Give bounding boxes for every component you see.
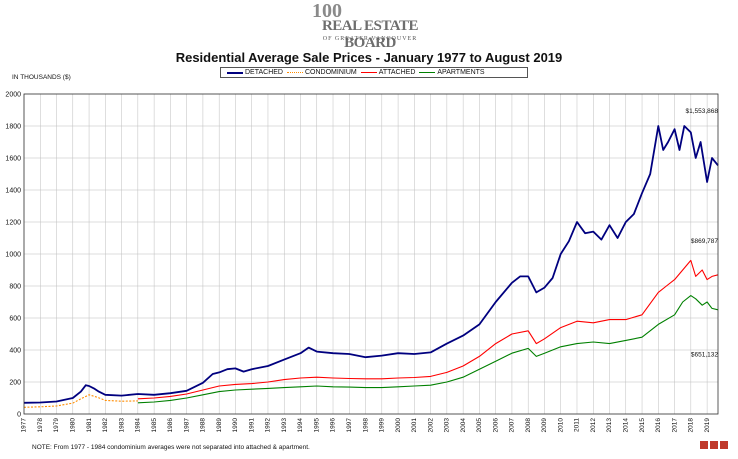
home-icon <box>710 441 718 449</box>
x-tick-label: 1996 <box>330 418 337 433</box>
x-tick-label: 1995 <box>313 418 320 433</box>
legend: DETACHED CONDOMINIUM ATTACHED APARTMENTS <box>220 67 528 78</box>
y-tick-label: 2000 <box>5 92 21 99</box>
plot-frame <box>23 93 719 415</box>
y-tick-label: 1000 <box>5 252 21 259</box>
y-tick-label: 1600 <box>5 156 21 163</box>
legend-swatch <box>286 72 303 73</box>
x-tick-label: 2014 <box>622 418 629 433</box>
x-tick-label: 2000 <box>395 418 402 433</box>
x-tick-label: 1977 <box>21 418 28 433</box>
x-tick-label: 1989 <box>216 418 223 433</box>
x-tick-label: 1980 <box>70 418 77 433</box>
x-tick-label: 1988 <box>200 418 207 433</box>
footer-icons <box>700 441 728 449</box>
x-tick-label: 2017 <box>671 418 678 433</box>
series-detached <box>23 125 719 404</box>
legend-item-attached: ATTACHED <box>360 67 416 78</box>
series-layer <box>23 125 719 408</box>
legend-item-condominium: CONDOMINIUM <box>286 67 357 78</box>
x-tick-label: 2010 <box>557 418 564 433</box>
x-tick-label: 2002 <box>427 418 434 433</box>
y-tick-label: 800 <box>9 284 21 291</box>
legend-swatch <box>227 71 243 74</box>
x-tick-label: 1979 <box>53 418 60 433</box>
legend-label: APARTMENTS <box>437 69 485 76</box>
legend-item-apartments: APARTMENTS <box>419 67 485 78</box>
home-icon <box>700 441 708 449</box>
x-tick-label: 2008 <box>525 418 532 433</box>
x-tick-label: 1997 <box>346 418 353 433</box>
y-tick-label: 400 <box>9 348 21 355</box>
x-tick-label: 1981 <box>86 418 93 433</box>
x-tick-label: 2016 <box>655 418 662 433</box>
x-tick-label: 2015 <box>639 418 646 433</box>
series-apartments <box>137 295 719 404</box>
x-tick-label: 2003 <box>444 418 451 433</box>
x-tick-label: 1992 <box>265 418 272 433</box>
x-tick-label: 1987 <box>183 418 190 433</box>
y-axis-ticks: 0 200 400 600 800 1000 1200 1400 1600 1800 2000 <box>5 92 21 419</box>
x-tick-label: 2001 <box>411 418 418 433</box>
legend-swatch <box>360 72 377 73</box>
x-tick-label: 2018 <box>688 418 695 433</box>
x-tick-label: 2013 <box>606 418 613 433</box>
footnote: NOTE: From 1977 - 1984 condominium avera… <box>32 444 310 451</box>
price-annotation: $1,553,868 <box>685 108 718 115</box>
x-tick-label: 2011 <box>574 418 581 432</box>
grid-lines <box>23 93 718 415</box>
series-condominium <box>23 394 138 408</box>
x-tick-label: 2009 <box>541 418 548 433</box>
logo-name: REAL ESTATE BOARD <box>321 18 419 51</box>
x-tick-label: 2005 <box>476 418 483 433</box>
y-axis-label: IN THOUSANDS ($) <box>12 74 71 81</box>
logo-subtitle: OF GREATER VANCOUVER <box>322 36 418 42</box>
x-tick-label: 2006 <box>492 418 499 433</box>
x-tick-label: 1978 <box>37 418 44 433</box>
x-tick-label: 1984 <box>135 418 142 433</box>
x-tick-label: 2004 <box>460 418 467 433</box>
legend-item-detached: DETACHED <box>227 67 283 78</box>
y-tick-label: 1800 <box>5 124 21 131</box>
legend-label: ATTACHED <box>378 69 416 76</box>
x-tick-label: 1998 <box>362 418 369 433</box>
legend-swatch <box>419 72 436 73</box>
x-tick-label: 1986 <box>167 418 174 433</box>
x-tick-label: 1982 <box>102 418 109 433</box>
y-tick-label: 0 <box>17 412 21 419</box>
x-tick-label: 2019 <box>704 418 711 433</box>
y-tick-label: 1400 <box>5 188 21 195</box>
x-tick-label: 2007 <box>509 418 516 433</box>
price-annotation: $651,132 <box>691 351 718 358</box>
x-axis-ticks: 1977 1978 1979 1980 1981 1982 1983 1984 1985 1986… <box>21 418 711 433</box>
home-icon <box>720 441 728 449</box>
y-tick-label: 1200 <box>5 220 21 227</box>
x-tick-label: 1983 <box>118 418 125 433</box>
x-tick-label: 2012 <box>590 418 597 433</box>
legend-label: CONDOMINIUM <box>304 69 357 76</box>
x-tick-label: 1990 <box>232 418 239 433</box>
chart-title: Residential Average Sale Prices - Januar… <box>175 50 563 65</box>
logo-number: 100 <box>312 0 342 22</box>
y-tick-label: 200 <box>9 380 21 387</box>
x-tick-label: 1993 <box>281 418 288 433</box>
x-tick-label: 1994 <box>297 418 304 433</box>
series-attached <box>137 259 719 400</box>
board-logo: 100 REAL ESTATE BOARD OF GREATER VANCOUV… <box>300 0 440 51</box>
price-annotation: $869,787 <box>691 238 718 245</box>
x-tick-label: 1991 <box>248 418 255 433</box>
y-tick-label: 600 <box>9 316 21 323</box>
x-tick-label: 1999 <box>379 418 386 433</box>
x-tick-label: 1985 <box>151 418 158 433</box>
legend-label: DETACHED <box>245 69 283 76</box>
annotations: $1,553,868 $869,787 $651,132 <box>685 108 718 358</box>
